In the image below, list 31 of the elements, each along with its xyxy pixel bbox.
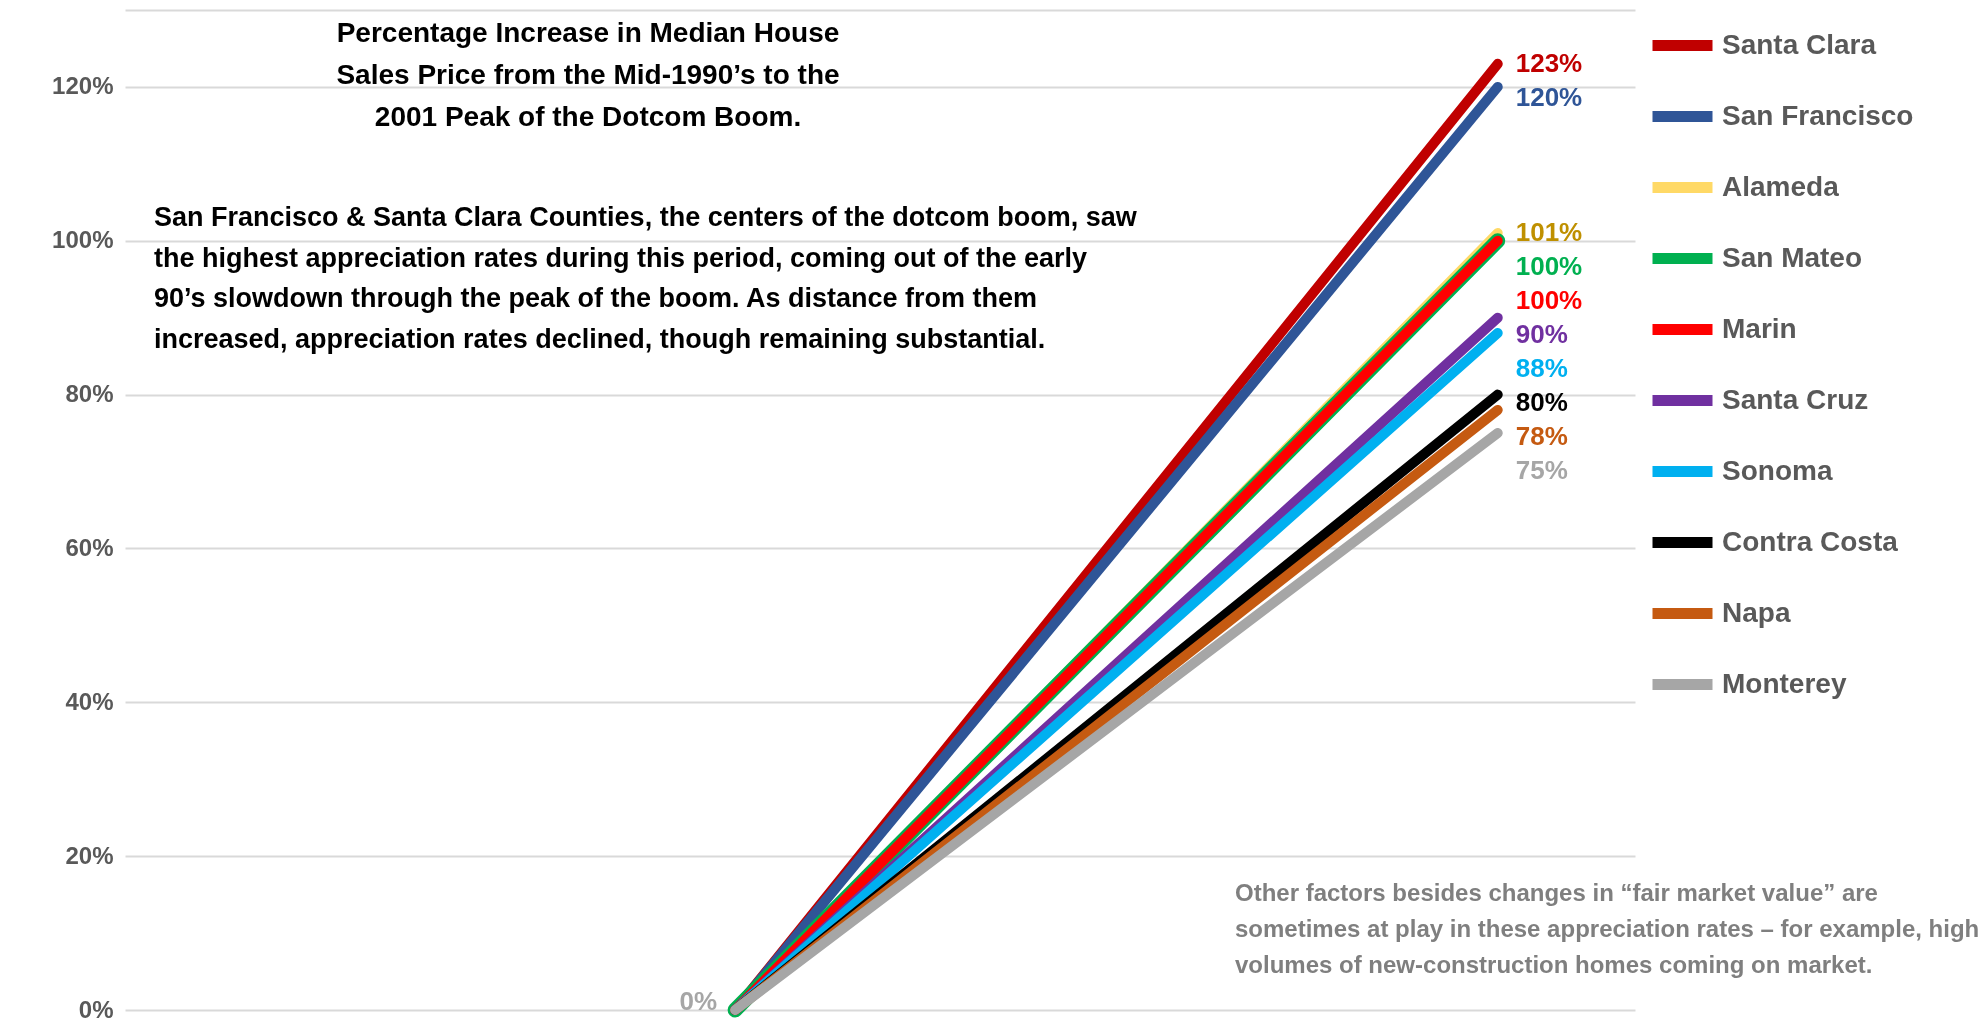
legend-label: Contra Costa [1722, 525, 1899, 557]
text: Percentage Increase in Median House Sales Price from the Mid-1990’s to the 2001 Peak of the Dotcom Boom. [336, 17, 840, 132]
legend-label: San Mateo [1722, 241, 1863, 273]
data-label: 0% [679, 986, 718, 1016]
legend-label: San Francisco [1722, 99, 1914, 131]
y-tick-label: 0% [78, 995, 114, 1022]
y-tick-label: 60% [65, 533, 114, 561]
annotation: San Francisco & Santa Clara Counties, the centers of the dotcom boom, saw the highest appreciation rates during this period, coming out of the early 90’s slowdown through the peak of the boom. As distance from them increased, appreciation rates declined, though remaining substantial. [154, 202, 1138, 354]
data-label: 100% [1515, 285, 1583, 316]
y-tick-label: 100% [52, 226, 114, 254]
y-tick-label: 20% [65, 841, 114, 869]
legend-label: Santa Clara [1722, 28, 1877, 60]
data-label: 75% [1515, 455, 1568, 486]
y-tick-label: 120% [52, 72, 114, 100]
data-label: 90% [1515, 319, 1568, 350]
legend-label: Alameda [1722, 170, 1840, 202]
legend-label: Sonoma [1722, 454, 1833, 486]
y-tick-label: 80% [65, 380, 114, 408]
data-label: 120% [1515, 81, 1583, 112]
data-label: 88% [1515, 353, 1568, 384]
y-tick-label: 40% [65, 687, 114, 715]
data-label: 123% [1515, 47, 1583, 78]
legend-label: Napa [1722, 596, 1791, 628]
data-label: 80% [1515, 387, 1568, 418]
annotation: Other factors besides changes in “fair market value” are sometimes at play in these appreciation rates – for example, high volumes of new-construction homes coming on market. [1235, 879, 1980, 978]
data-label: 101% [1515, 217, 1583, 248]
legend-label: Santa Cruz [1722, 383, 1869, 415]
legend-label: Monterey [1722, 667, 1847, 699]
data-label: 100% [1515, 251, 1583, 282]
data-label: 78% [1515, 421, 1568, 452]
legend-label: Marin [1722, 312, 1797, 344]
